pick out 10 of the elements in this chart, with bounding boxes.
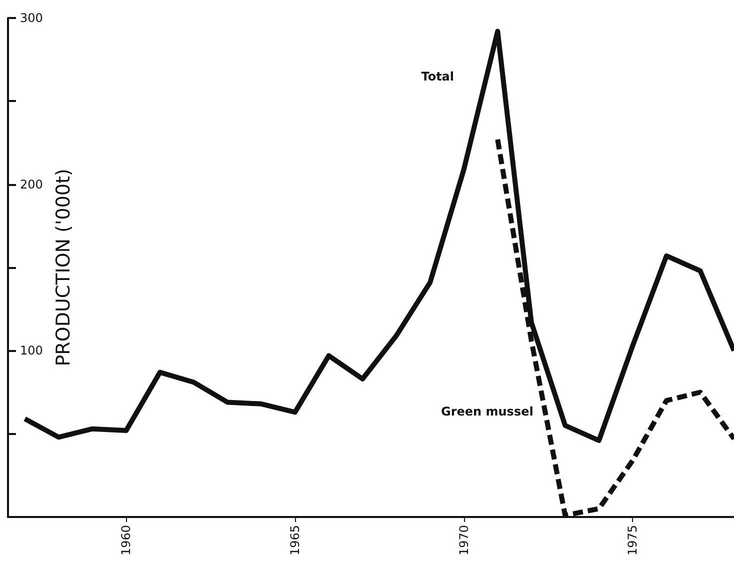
x-tick-label: 1975 xyxy=(626,525,640,556)
text: Total xyxy=(421,69,454,84)
x-tick-label: 1970 xyxy=(456,525,471,556)
y-tick-label: 300 xyxy=(20,11,43,25)
x-tick-label: 1965 xyxy=(288,525,302,556)
y-tick-label: 100 xyxy=(20,344,43,358)
series-label: Green mussel xyxy=(440,404,534,418)
x-tick-label: 1960 xyxy=(119,525,134,556)
y-axis-title: PRODUCTION ('000t) xyxy=(52,168,74,366)
y-tick-label: 200 xyxy=(20,177,43,192)
